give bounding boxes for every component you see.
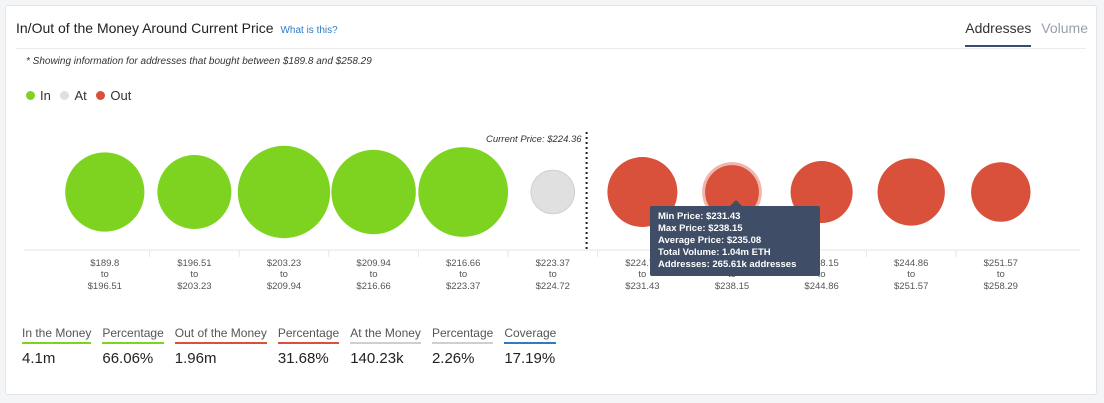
chart-legend: In At Out bbox=[26, 88, 137, 103]
tick-label-to-word: to bbox=[549, 269, 557, 280]
tick-label-to: $203.23 bbox=[177, 281, 211, 292]
stat-value: 4.1m bbox=[22, 350, 56, 367]
tooltip-row-total-volume: Total Volume: 1.04m ETH bbox=[658, 247, 771, 258]
legend-item-in[interactable]: In bbox=[26, 88, 51, 103]
tick-label-to: $209.94 bbox=[267, 281, 301, 292]
stat-in-the-money: In the Money 4.1m bbox=[22, 326, 92, 367]
tick-label-to-word: to bbox=[907, 269, 915, 280]
tab-addresses[interactable]: Addresses bbox=[965, 20, 1032, 47]
bubble-in bbox=[237, 145, 331, 239]
tick-label-from: $209.94 bbox=[356, 258, 390, 269]
view-tabs: Addresses Volume bbox=[959, 20, 1088, 47]
legend-item-out[interactable]: Out bbox=[96, 88, 131, 103]
stat-label: Percentage bbox=[102, 326, 164, 344]
stat-value: 2.26% bbox=[431, 350, 475, 367]
summary-stats: In the Money 4.1m Percentage 66.06% Out … bbox=[22, 326, 567, 367]
tick-label-to-word: to bbox=[190, 269, 198, 280]
legend-dot-out bbox=[96, 91, 106, 100]
tick-label-to-word: to bbox=[101, 269, 109, 280]
tick-label-from: $223.37 bbox=[536, 258, 570, 269]
bubble-in bbox=[157, 155, 232, 229]
tooltip-row-min-price: Min Price: $231.43 bbox=[658, 211, 741, 222]
tick-label-to-word: to bbox=[997, 269, 1005, 280]
tick-label-to-word: to bbox=[280, 269, 288, 280]
tick-label-to: $231.43 bbox=[625, 281, 659, 292]
tick-label-to: $223.37 bbox=[446, 281, 480, 292]
bubble-in bbox=[418, 147, 509, 237]
tick-label-to: $238.15 bbox=[715, 281, 749, 292]
legend-label-out: Out bbox=[110, 88, 132, 103]
tick-label-from: $251.57 bbox=[984, 258, 1018, 269]
tick-label-from: $238.15 bbox=[804, 258, 838, 269]
what-is-this-link[interactable]: What is this? bbox=[280, 25, 338, 36]
bubble-at bbox=[530, 169, 576, 215]
card-header: In/Out of the Money Around Current Price… bbox=[16, 20, 338, 36]
stat-at-percentage: Percentage 2.26% bbox=[431, 326, 494, 367]
legend-label-at: At bbox=[74, 88, 87, 103]
tick-label-to: $196.51 bbox=[88, 281, 122, 292]
tick-label-to: $258.29 bbox=[984, 281, 1018, 292]
bubble-in bbox=[331, 149, 416, 235]
stat-value: 17.19% bbox=[504, 350, 556, 367]
legend-label-in: In bbox=[40, 88, 51, 103]
stat-out-of-the-money: Out of the Money 1.96m bbox=[174, 326, 267, 367]
bubble-out bbox=[877, 158, 945, 226]
legend-dot-in bbox=[26, 91, 35, 100]
stat-coverage: Coverage 17.19% bbox=[504, 326, 557, 367]
tick-label-to-word: to bbox=[370, 269, 378, 280]
tick-label-from: $203.23 bbox=[267, 258, 301, 269]
tick-label-to-word: to bbox=[638, 269, 646, 280]
tooltip-row-max-price: Max Price: $238.15 bbox=[658, 223, 743, 234]
stat-in-percentage: Percentage 66.06% bbox=[102, 326, 164, 367]
legend-item-at[interactable]: At bbox=[60, 88, 87, 103]
tick-label-to: $224.72 bbox=[536, 281, 570, 292]
stat-label: Percentage bbox=[431, 326, 494, 344]
tick-label-from: $224.72 bbox=[625, 258, 659, 269]
tick-label-from: $189.8 bbox=[90, 258, 119, 269]
range-note: * Showing information for addresses that… bbox=[26, 56, 372, 67]
tooltip-row-average-price: Average Price: $235.08 bbox=[658, 235, 762, 246]
tick-label-to-word: to bbox=[459, 269, 467, 280]
tick-label-to: $244.86 bbox=[804, 281, 838, 292]
stat-value: 1.96m bbox=[174, 350, 217, 367]
stat-label: Coverage bbox=[504, 326, 557, 344]
bubble-out bbox=[971, 162, 1031, 222]
tick-label-from: $244.86 bbox=[894, 258, 928, 269]
tick-label-from: $216.66 bbox=[446, 258, 480, 269]
header-divider bbox=[16, 48, 1086, 49]
stat-label: At the Money bbox=[350, 326, 421, 344]
stat-at-the-money: At the Money 140.23k bbox=[350, 326, 421, 367]
card-title: In/Out of the Money Around Current Price bbox=[16, 20, 274, 36]
current-price-label: Current Price: $224.36 bbox=[486, 134, 582, 145]
stat-value: 140.23k bbox=[350, 350, 404, 367]
stat-label: Percentage bbox=[277, 326, 340, 344]
stat-out-percentage: Percentage 31.68% bbox=[277, 326, 340, 367]
tab-volume[interactable]: Volume bbox=[1041, 20, 1088, 36]
legend-dot-at bbox=[60, 91, 70, 100]
stat-label: Out of the Money bbox=[174, 326, 267, 344]
stat-value: 66.06% bbox=[102, 350, 154, 367]
tick-label-to: $216.66 bbox=[356, 281, 390, 292]
tick-label-from: $196.51 bbox=[177, 258, 211, 269]
tooltip-row-addresses: Addresses: 265.61k addresses bbox=[658, 259, 797, 270]
bubble-in bbox=[65, 152, 145, 232]
bucket-tooltip: Min Price: $231.43 Max Price: $238.15 Av… bbox=[650, 200, 820, 276]
stat-label: In the Money bbox=[22, 326, 92, 344]
tick-label-to-word: to bbox=[818, 269, 826, 280]
stat-value: 31.68% bbox=[277, 350, 329, 367]
tick-label-to: $251.57 bbox=[894, 281, 928, 292]
